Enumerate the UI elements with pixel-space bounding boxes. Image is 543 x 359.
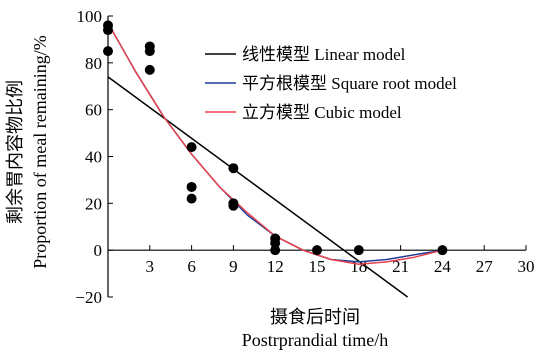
- x-tick-label: 21: [392, 257, 409, 276]
- x-tick-label: 24: [434, 257, 452, 276]
- data-point: [103, 25, 113, 36]
- data-point: [186, 181, 197, 192]
- series-layer: [108, 22, 443, 298]
- legend-label-2: 平方根模型 Square root model: [242, 74, 457, 93]
- x-tick-label: 30: [518, 257, 535, 276]
- y-tick-label: 40: [85, 148, 102, 167]
- y-tick-label: 20: [85, 194, 102, 213]
- y-axis-title: Proportion of meal remaining/%: [30, 35, 50, 268]
- data-point: [186, 193, 197, 204]
- legend-label-1: 线性模型 Linear model: [242, 45, 406, 64]
- x-axis-title-cn: 摄食后时间: [270, 307, 360, 327]
- data-point: [144, 64, 155, 75]
- x-tick-label: 9: [229, 257, 238, 276]
- x-tick-label: 15: [309, 257, 326, 276]
- data-point: [228, 163, 239, 174]
- legend: 线性模型 Linear model 平方根模型 Square root model…: [205, 45, 457, 122]
- data-point: [312, 245, 322, 256]
- series-line-1: [108, 76, 409, 298]
- x-tick-label: 27: [476, 257, 494, 276]
- y-tick-label: 100: [77, 7, 103, 26]
- data-point: [103, 46, 113, 57]
- points-layer: [103, 20, 448, 256]
- data-point: [270, 238, 281, 249]
- x-tick-label: 6: [187, 257, 196, 276]
- legend-label-3: 立方模型 Cubic model: [242, 103, 402, 122]
- y-tick-label: 0: [94, 241, 103, 260]
- data-point: [353, 245, 364, 256]
- x-tick-label: 12: [267, 257, 284, 276]
- y-tick-label: −20: [75, 288, 102, 307]
- x-tick-label: 3: [146, 257, 155, 276]
- y-tick-label: 80: [85, 54, 102, 73]
- x-tick-label: 18: [350, 257, 367, 276]
- data-point: [437, 245, 448, 256]
- data-point: [270, 245, 281, 256]
- data-point: [186, 142, 197, 153]
- x-axis-title: Postrprandial time/h: [242, 330, 388, 350]
- y-axis-title-cn: 剩余胃内容物比例: [5, 80, 25, 224]
- y-tick-label: 60: [85, 101, 102, 120]
- data-point: [228, 200, 239, 211]
- data-point: [144, 46, 155, 57]
